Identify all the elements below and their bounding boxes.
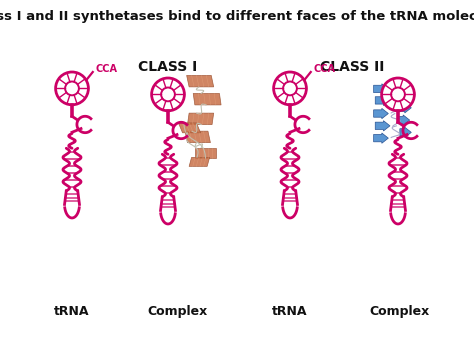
Polygon shape — [185, 131, 210, 143]
FancyArrow shape — [398, 90, 410, 101]
Text: CLASS II: CLASS II — [320, 60, 384, 74]
Circle shape — [55, 72, 88, 105]
Polygon shape — [187, 75, 214, 87]
Polygon shape — [189, 157, 210, 166]
Text: CCA: CCA — [95, 64, 117, 74]
FancyArrow shape — [374, 84, 388, 94]
FancyArrow shape — [400, 127, 411, 137]
Circle shape — [273, 72, 306, 105]
Text: CLASS I: CLASS I — [138, 60, 198, 74]
Polygon shape — [178, 123, 201, 133]
Text: Complex: Complex — [148, 305, 208, 318]
Polygon shape — [187, 113, 214, 125]
Text: tRNA: tRNA — [54, 305, 90, 318]
Text: tRNA: tRNA — [272, 305, 308, 318]
Text: Complex: Complex — [370, 305, 430, 318]
Polygon shape — [193, 93, 221, 105]
Polygon shape — [195, 148, 216, 158]
FancyArrow shape — [375, 121, 390, 131]
Circle shape — [152, 78, 184, 111]
Circle shape — [382, 78, 414, 111]
FancyArrow shape — [374, 133, 388, 143]
FancyArrow shape — [375, 95, 390, 105]
FancyArrow shape — [374, 108, 388, 119]
Text: Class I and II synthetases bind to different faces of the tRNA molecule: Class I and II synthetases bind to diffe… — [0, 10, 474, 23]
Text: CCA: CCA — [313, 64, 335, 74]
FancyArrow shape — [398, 115, 410, 125]
FancyArrow shape — [400, 103, 411, 113]
